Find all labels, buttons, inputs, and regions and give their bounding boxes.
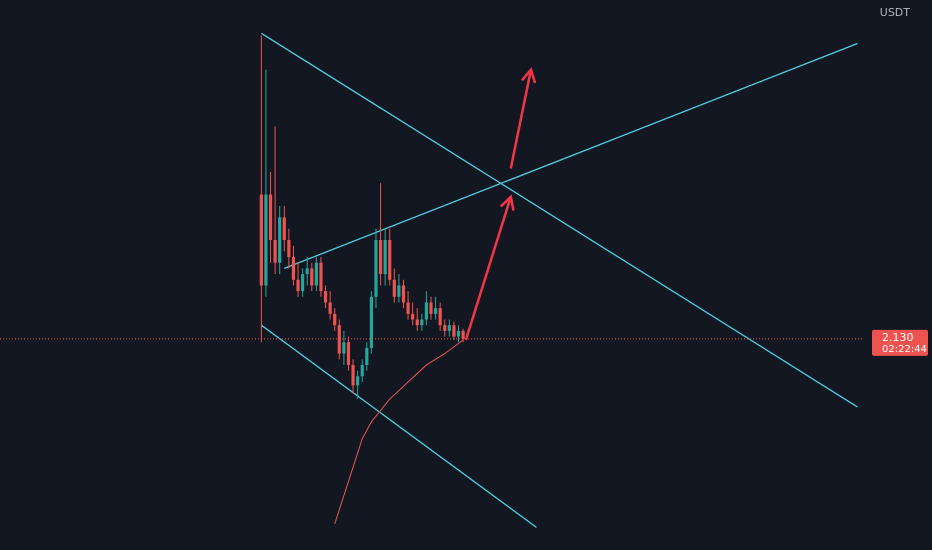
candle-body [360, 364, 364, 377]
candle-body [319, 262, 323, 292]
candle-body [273, 240, 277, 263]
candle-body [328, 302, 332, 314]
candle-body [365, 347, 369, 365]
candle-body [406, 302, 410, 314]
candle-body [378, 240, 383, 275]
candle-body [447, 325, 451, 331]
candle-body [443, 325, 447, 331]
candle-body [420, 319, 424, 326]
candle-body [356, 376, 360, 386]
candle-body [383, 240, 387, 275]
countdown-label: 02:22:44 [882, 344, 927, 355]
candle-body [388, 240, 392, 280]
trend-line [260, 324, 537, 528]
moving-average [334, 339, 464, 525]
candle-body [282, 217, 286, 241]
candle-body [438, 308, 442, 326]
candle-body [296, 279, 300, 292]
candle-body [369, 296, 373, 348]
arrow [464, 196, 512, 341]
candle-body [456, 330, 461, 337]
candle-body [301, 274, 305, 292]
candle-body [305, 268, 309, 275]
trend-line [261, 32, 858, 408]
candle-body [333, 313, 337, 326]
candle-body [278, 217, 282, 263]
candle-body [259, 194, 263, 286]
candle-body [461, 330, 465, 339]
arrow-head [520, 67, 537, 84]
candle-body [424, 302, 429, 320]
candle-body [264, 194, 268, 286]
candle-body [337, 325, 341, 354]
candle-body [342, 342, 346, 354]
candle-body [323, 291, 328, 303]
candle-body [314, 262, 318, 286]
candle-body [433, 308, 438, 314]
candle-body [291, 257, 296, 280]
candle-body [411, 313, 415, 320]
arrow [509, 69, 533, 169]
candle-body [310, 268, 314, 286]
last-price-box [872, 329, 928, 356]
candle-body [452, 325, 456, 337]
candle-body [351, 364, 355, 386]
trend-line [284, 42, 858, 270]
candle-body [392, 279, 396, 297]
currency-label: USDT [880, 6, 911, 19]
candle-body [429, 302, 433, 314]
candle-body [346, 342, 351, 365]
last-price-label: 2.130 [882, 331, 914, 344]
candle-body [397, 285, 401, 297]
candle-body [268, 194, 273, 241]
candle-body [401, 285, 406, 303]
candle-body [415, 319, 419, 326]
arrow-head [499, 194, 515, 211]
candle-body [374, 240, 378, 297]
candle-body [287, 240, 291, 258]
